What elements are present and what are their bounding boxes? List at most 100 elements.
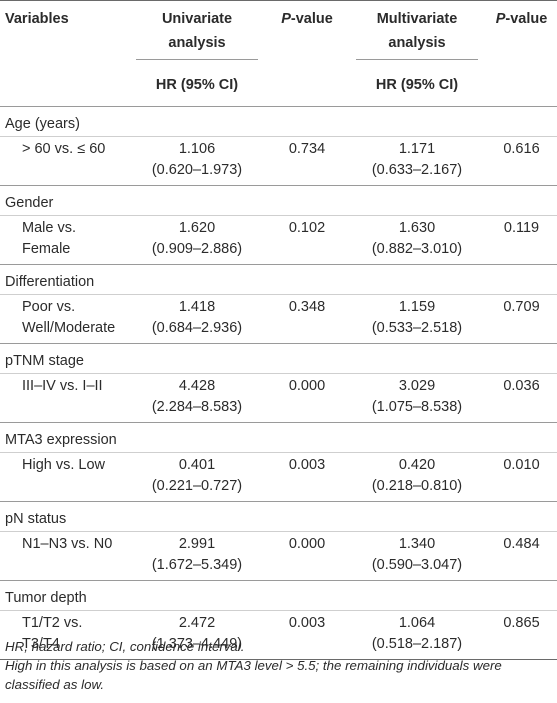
multivariate-hr-value: 1.171	[398, 141, 436, 157]
multivariate-hr-value: 1.064	[398, 615, 436, 631]
comparison-label-value: T1/T2 vs. T3/T4	[22, 615, 83, 652]
univariate-hr-ci: (2.284–8.583)	[151, 399, 243, 415]
univariate-hr: 0.401 (0.221–0.727)	[128, 453, 266, 502]
comparison-label: T1/T2 vs. T3/T4	[0, 611, 128, 660]
univariate-hr-value: 2.991	[178, 536, 216, 552]
univariate-hr: 1.106 (0.620–1.973)	[128, 137, 266, 186]
multivariate-hr-value: 1.159	[398, 299, 436, 315]
univariate-p-value-value: 0.348	[288, 299, 326, 315]
univariate-p-value: 0.000	[266, 374, 348, 423]
group-row: Differentiation	[0, 264, 557, 295]
group-row: pTNM stage	[0, 343, 557, 374]
group-row: MTA3 expression	[0, 422, 557, 453]
header-variables: Variables	[5, 11, 69, 27]
header-row: Variables Univariate analysis P-value Mu…	[0, 0, 557, 67]
multivariate-hr: 1.064 (0.518–2.187)	[348, 611, 486, 660]
univariate-p-value: 0.003	[266, 611, 348, 660]
subheader-row: HR (95% CI) HR (95% CI)	[0, 66, 557, 107]
univariate-p-value: 0.000	[266, 532, 348, 581]
multivariate-p-value: 0.119	[486, 216, 557, 265]
comparison-label: > 60 vs. ≤ 60	[0, 137, 128, 186]
table-body: Age (years) > 60 vs. ≤ 60 1.106 (0.620–1.97…	[0, 107, 557, 660]
multivariate-hr-ci: (0.590–3.047)	[371, 557, 463, 573]
multivariate-hr-ci: (1.075–8.538)	[371, 399, 463, 415]
univariate-hr-value: 4.428	[178, 378, 216, 394]
multivariate-p-value: 0.036	[486, 374, 557, 423]
comparison-label-value: > 60 vs. ≤ 60	[22, 141, 106, 157]
comparison-label: III–IV vs. I–II	[0, 374, 128, 423]
comparison-label-value: Poor vs. Well/Moderate	[22, 299, 116, 336]
univariate-p-value-value: 0.000	[288, 378, 326, 394]
header-multivariate: Multivariate analysis	[348, 1, 486, 67]
comparison-label: Poor vs. Well/Moderate	[0, 295, 128, 344]
univariate-hr: 2.991 (1.672–5.349)	[128, 532, 266, 581]
table-row: N1–N3 vs. N0 2.991 (1.672–5.349) 0.000 1.340…	[0, 531, 557, 581]
group-label: pTNM stage	[5, 353, 84, 369]
multivariate-p-value: 0.865	[486, 611, 557, 660]
univariate-hr-value: 2.472	[178, 615, 216, 631]
comparison-label: High vs. Low	[0, 453, 128, 502]
results-table: Variables Univariate analysis P-value Mu…	[0, 0, 557, 660]
multivariate-p-value-value: 0.709	[503, 299, 540, 315]
multivariate-hr-value: 0.420	[398, 457, 436, 473]
multivariate-p-value-value: 0.119	[503, 220, 540, 236]
header-hr-multi: HR (95% CI)	[375, 77, 459, 93]
multivariate-p-value: 0.709	[486, 295, 557, 344]
univariate-p-value: 0.003	[266, 453, 348, 502]
multivariate-p-value: 0.616	[486, 137, 557, 186]
univariate-hr-ci: (1.672–5.349)	[151, 557, 243, 573]
comparison-label-value: III–IV vs. I–II	[22, 378, 103, 394]
univariate-hr: 1.418 (0.684–2.936)	[128, 295, 266, 344]
table-row: T1/T2 vs. T3/T4 2.472 (1.373–4.449) 0.003 1.…	[0, 610, 557, 660]
p-italic: P	[281, 11, 291, 27]
multivariate-p-value-value: 0.484	[503, 536, 540, 552]
header-multivariate-label: Multivariate analysis	[356, 7, 478, 60]
footnote-note: High in this analysis is based on an MTA…	[5, 658, 502, 692]
multivariate-hr-value: 3.029	[398, 378, 436, 394]
multivariate-hr: 0.420 (0.218–0.810)	[348, 453, 486, 502]
univariate-p-value-value: 0.102	[288, 220, 326, 236]
group-label: pN status	[5, 511, 67, 527]
multivariate-hr-ci: (0.218–0.810)	[371, 478, 463, 494]
univariate-hr-ci: (0.684–2.936)	[151, 320, 243, 336]
univariate-p-value: 0.102	[266, 216, 348, 265]
univariate-hr-ci: (0.909–2.886)	[151, 241, 243, 257]
table-row: III–IV vs. I–II 4.428 (2.284–8.583) 0.000 3.…	[0, 373, 557, 423]
multivariate-p-value-value: 0.036	[503, 378, 540, 394]
univariate-hr-value: 1.418	[178, 299, 216, 315]
multivariate-hr: 1.340 (0.590–3.047)	[348, 532, 486, 581]
group-label: MTA3 expression	[5, 432, 117, 448]
table-row: High vs. Low 0.401 (0.221–0.727) 0.003 0.420…	[0, 452, 557, 502]
multivariate-hr: 1.171 (0.633–2.167)	[348, 137, 486, 186]
univariate-hr: 2.472 (1.373–4.449)	[128, 611, 266, 660]
group-label: Tumor depth	[5, 590, 87, 606]
univariate-p-value-value: 0.003	[288, 615, 326, 631]
table-footnotes: HR, hazard ratio; CI, confidence interva…	[5, 637, 555, 694]
header-p-value-1: P-value	[266, 1, 348, 67]
group-label: Age (years)	[5, 116, 80, 132]
header-p-value-2: P-value	[486, 1, 557, 67]
comparison-label: N1–N3 vs. N0	[0, 532, 128, 581]
header-hr-uni: HR (95% CI)	[155, 77, 239, 93]
p-suffix: -value	[505, 11, 548, 27]
group-label: Differentiation	[5, 274, 95, 290]
multivariate-hr-ci: (0.633–2.167)	[371, 162, 463, 178]
univariate-p-value: 0.348	[266, 295, 348, 344]
multivariate-p-value: 0.010	[486, 453, 557, 502]
p-suffix: -value	[290, 11, 333, 27]
group-row: Age (years)	[0, 107, 557, 137]
univariate-hr-value: 1.620	[178, 220, 216, 236]
header-univariate-label: Univariate analysis	[136, 7, 258, 60]
table-row: > 60 vs. ≤ 60 1.106 (0.620–1.973) 0.734 1.17…	[0, 136, 557, 186]
group-row: Gender	[0, 185, 557, 216]
multivariate-p-value-value: 0.865	[503, 615, 540, 631]
group-row: pN status	[0, 501, 557, 532]
univariate-hr-ci: (1.373–4.449)	[151, 636, 243, 652]
comparison-label: Male vs. Female	[0, 216, 128, 265]
multivariate-hr-ci: (0.518–2.187)	[371, 636, 463, 652]
univariate-p-value-value: 0.000	[288, 536, 326, 552]
comparison-label-value: N1–N3 vs. N0	[22, 536, 113, 552]
univariate-hr-ci: (0.620–1.973)	[151, 162, 243, 178]
multivariate-p-value-value: 0.010	[503, 457, 540, 473]
